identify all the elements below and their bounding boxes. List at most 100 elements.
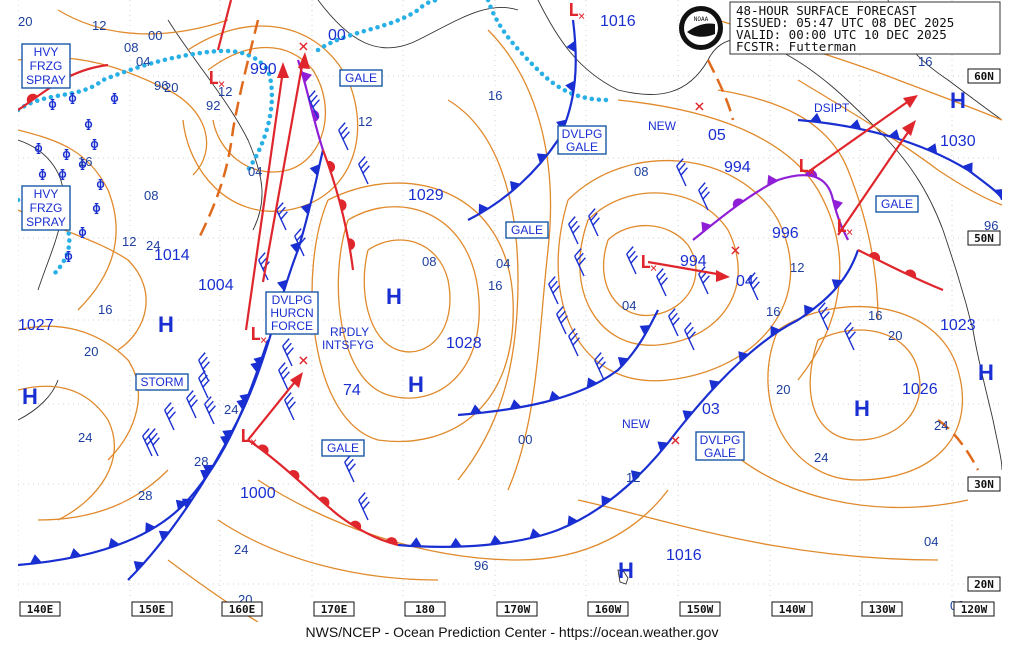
isobar-value: 20: [888, 328, 902, 343]
cold-front: [797, 118, 1002, 201]
freezing-spray-symbol: Φ: [84, 116, 93, 134]
freezing-spray-symbol: Φ: [110, 90, 119, 108]
new-label: NEW: [648, 119, 677, 133]
isobar: [447, 99, 519, 481]
svg-text:FRZG: FRZG: [30, 201, 63, 215]
isobar-value: 24: [234, 542, 248, 557]
storm-track-arrow: [261, 59, 305, 283]
cold-front: [127, 149, 325, 581]
warm-front-semicircle: [868, 252, 881, 261]
svg-text:INTSFYG: INTSFYG: [322, 338, 374, 352]
coast-japan: [18, 379, 59, 421]
storm-track-arrowhead: [903, 95, 918, 108]
cold-front-triangle: [69, 548, 82, 559]
cold-front-triangle: [770, 325, 781, 337]
isobar-value: 12: [358, 114, 372, 129]
cold-front-triangle: [253, 356, 264, 368]
cold-front-triangle: [994, 188, 1002, 200]
pressure-value: 1014: [154, 247, 190, 264]
low-center-symbol: L ×: [568, 0, 585, 23]
isobar: [797, 79, 1002, 206]
cold-front-triangle: [277, 279, 288, 292]
svg-text:×: ×: [650, 261, 657, 275]
coast-northamerica-west: [942, 229, 1002, 471]
cold-front-triangle: [29, 554, 42, 564]
cold-front-triangle: [701, 221, 712, 233]
longitude-label-box: [221, 601, 263, 617]
freezing-spray-symbol: Φ: [90, 136, 99, 154]
wind-barb: [594, 352, 606, 381]
dsipt-label: DSIPT: [814, 101, 850, 115]
pressure-value: 05: [708, 127, 726, 144]
freezing-spray-symbol: Φ: [78, 224, 87, 242]
wind-barb: [164, 402, 176, 431]
cold-front-triangle: [832, 199, 843, 211]
isobar: [577, 499, 939, 561]
isobar-value: 92: [206, 98, 220, 113]
latitude-label: 30N: [974, 478, 994, 491]
wind-barb: [294, 228, 306, 257]
storm-track-arrow: [247, 377, 299, 441]
isobar-value: 24: [934, 418, 948, 433]
isobar-value: 12: [790, 260, 804, 275]
svg-text:×: ×: [578, 9, 585, 23]
freezing-spray-symbol: Φ: [78, 156, 87, 174]
isobar-value: 12: [218, 84, 232, 99]
troughs: [196, 19, 980, 471]
wind-barb: [568, 328, 580, 357]
coast-hawaii: [617, 569, 629, 585]
longitude-label: 150W: [687, 603, 714, 616]
pressure-value: 990: [250, 61, 277, 78]
cold-front-triangle: [301, 71, 312, 83]
isobar: [167, 559, 259, 622]
cold-front-triangle: [586, 377, 598, 389]
wind-barb: [204, 396, 216, 425]
longitude-label: 170E: [321, 603, 348, 616]
warm-front-semicircle: [318, 496, 330, 507]
longitude-label: 180: [415, 603, 435, 616]
low-centers: L × L × L × L × L × L × L × × × × × ×: [208, 0, 853, 451]
isobar-value: 16: [78, 154, 92, 169]
latitude-label: 60N: [974, 70, 994, 83]
storm-track-arrowhead: [298, 52, 310, 69]
cold-front-triangle: [617, 357, 629, 368]
latitude-label-box: [967, 576, 1001, 592]
svg-text:DVLPG: DVLPG: [700, 433, 741, 447]
cold-front-triangle: [657, 441, 669, 452]
hvy-frzg-spray-box: HVY FRZG SPRAY: [21, 185, 71, 231]
isobar-value: 00: [148, 28, 162, 43]
longitude-label: 160W: [595, 603, 622, 616]
storm-track-arrow: [647, 260, 724, 277]
new-low-x-mark: ×: [298, 350, 309, 371]
warm-front-semicircle: [257, 444, 269, 455]
isobar-value: 16: [488, 88, 502, 103]
isobar-value: 04: [622, 298, 636, 313]
isobar: [18, 129, 117, 311]
occluded-front: [692, 174, 849, 241]
svg-text:NEW: NEW: [648, 119, 677, 133]
wind-barb: [276, 202, 288, 231]
wind-barb: [284, 392, 296, 421]
longitude-label: 120W: [961, 603, 988, 616]
cold-front-triangle: [510, 181, 521, 192]
isobar-value: 24: [224, 402, 238, 417]
longitude-label: 160E: [229, 603, 256, 616]
freezing-spray-symbol: Φ: [62, 146, 71, 164]
pressure-value: 1016: [666, 547, 702, 564]
wind-barb: [358, 156, 370, 185]
warm-front: [247, 439, 399, 547]
latitude-label: 20N: [974, 578, 994, 591]
svg-text:×: ×: [218, 77, 225, 91]
isobar-value: 24: [146, 238, 160, 253]
pressure-value: 03: [702, 401, 720, 418]
pressure-value: 74: [343, 382, 361, 399]
warm-front-semicircle: [385, 537, 398, 545]
warm-front: [857, 249, 944, 292]
cold-front-triangle: [709, 379, 720, 391]
isobar-value: 28: [138, 488, 152, 503]
svg-text:RPDLY: RPDLY: [330, 325, 369, 339]
noaa-logo: NOAA: [679, 6, 723, 50]
freezing-spray-symbol: Φ: [68, 90, 77, 108]
pressure-value: 00: [328, 27, 346, 44]
wind-barb: [548, 276, 560, 305]
